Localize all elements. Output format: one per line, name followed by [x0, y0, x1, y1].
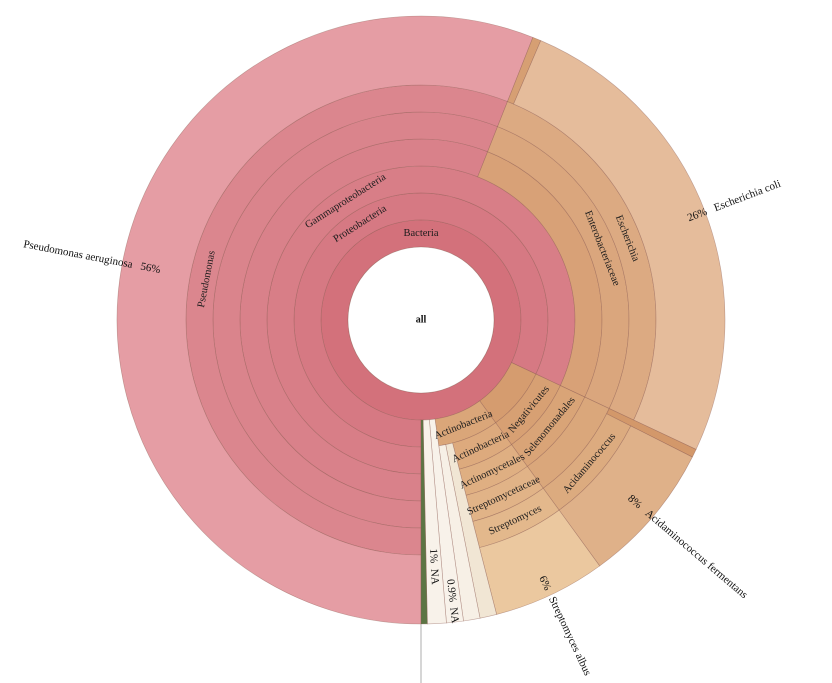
wedge-pseudomonas-aeruginosa[interactable] — [116, 15, 534, 625]
center-label: all — [416, 315, 427, 326]
wedge-escherichia-coli[interactable] — [513, 40, 726, 450]
label-na-0-9-pct: 0.9% NA — [444, 579, 461, 624]
center-circle[interactable] — [347, 246, 495, 394]
label-na-1-pct: 1% NA — [427, 548, 441, 585]
label-streptomyces-albus-pct: 6% Streptomyces albus — [536, 574, 593, 678]
label-acidaminococcus-fermentans-pct: 8% Acidaminococcus fermentans — [625, 493, 750, 602]
wedge-unassigned-green-sliver[interactable] — [420, 419, 428, 625]
label-bacteria: Bacteria — [404, 228, 439, 239]
